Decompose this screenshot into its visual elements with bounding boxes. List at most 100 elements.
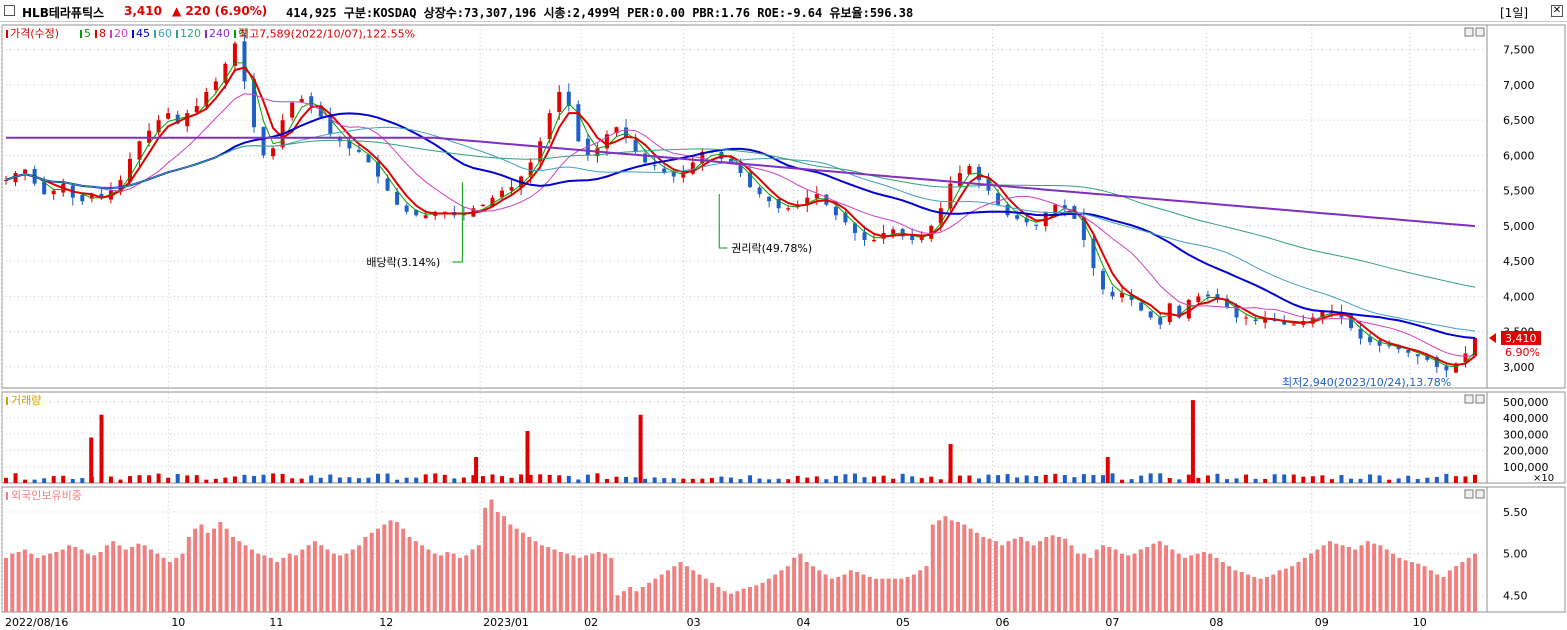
foreign-ratio-bar [1277,570,1282,612]
candle-body [1320,310,1325,318]
stock-name: HLB테라퓨틱스 [22,6,105,20]
volume-bar [538,474,543,483]
volume-bar [271,473,276,483]
volume-bar [89,437,94,483]
close-icon[interactable]: ✕ [1551,5,1563,17]
foreign-ratio-bar [1220,562,1225,612]
volume-bar [1473,474,1477,483]
legend-swatch [95,30,97,38]
volume-bar [852,473,857,483]
candle-body [767,196,772,202]
foreign-ratio-bar [92,555,97,612]
volume-bar [638,414,643,483]
foreign-ratio-bar [174,557,179,612]
x-tick-label: 08 [1209,616,1223,629]
foreign-ratio-bar [590,553,595,612]
foreign-ratio-bar [495,512,500,612]
foreign-ratio-bar [577,557,582,612]
volume-bar [900,473,905,483]
volume-bar [1081,474,1086,483]
candle-body [337,136,342,142]
foreign-ratio-bar [773,574,778,612]
foreign-ratio-bar [262,555,267,612]
pane-close-icon [1475,394,1485,404]
candle-body [490,197,495,207]
select-checkbox[interactable] [4,5,15,16]
volume-bar [404,477,409,483]
foreign-ratio-bar [804,562,809,612]
foreign-ratio-bar [1403,560,1408,612]
volume-bar [1434,476,1439,483]
foreign-ratio-bar [382,524,387,612]
foreign-ratio-bar [665,570,670,612]
foreign-ratio-bar [1346,547,1351,612]
volume-bar [1253,478,1258,483]
candle-body [604,134,609,149]
foreign-ratio-bar [331,553,336,612]
volume-bar [23,479,28,483]
foreign-ratio-bar [930,524,935,612]
candle-body [271,148,276,157]
candle-body [891,229,896,234]
candle-body [805,197,810,205]
volume-bar [474,457,479,483]
candle-body [1406,349,1411,353]
foreign-ratio-bar [199,524,204,612]
foreign-ratio-bar [1290,566,1295,612]
volume-bar [1348,478,1353,483]
candle-body [13,173,18,183]
foreign-ratio-bar [1069,545,1074,612]
volume-bar [4,477,8,483]
period-selector[interactable]: [1일] [1500,6,1529,20]
foreign-ratio-bar [571,555,576,612]
x-tick-label: 05 [896,616,910,629]
volume-bar [1100,475,1105,483]
legend-swatch [6,30,8,38]
candle-body [1091,238,1096,269]
foreign-ratio-bar [785,566,790,612]
foreign-ratio-bar [180,553,185,612]
ex-rights-marker [718,194,728,249]
volume-bar [1072,477,1077,483]
foreign-ratio-bar [54,552,59,612]
foreign-ratio-bar [48,553,53,612]
y-tick-label: 7,000 [1503,79,1535,92]
volume-bar [833,475,838,483]
foreign-ratio-bar [1176,553,1181,612]
foreign-ratio-bar [1460,562,1465,612]
foreign-ratio-bar [502,516,507,612]
volume-bar [1453,476,1458,483]
candle-body [356,149,361,152]
volume-bar [976,478,981,483]
legend-label: 120 [180,27,201,40]
foreign-ratio-bar [691,570,696,612]
stock-chart[interactable]: 7,500 7,000 6,500 6,000 5,500 5,000 4,500 4,000… [0,22,1567,630]
annotation-high: 최고7,589(2022/10/07),122.55% [239,27,415,40]
volume-bar [1158,473,1163,483]
candle-body [509,187,514,191]
foreign-ratio-bar [905,577,910,612]
volume-bar [1415,478,1420,483]
foreign-ratio-bar [212,528,217,612]
volume-bar [147,475,152,483]
candle-body [1463,353,1468,362]
candle-body [1339,312,1344,318]
volume-bar [280,473,285,483]
foreign-ratio-bar [1466,557,1471,612]
foreign-ratio-bar [205,532,210,612]
volume-bar [938,479,943,483]
legend-label: 20 [114,27,128,40]
volume-bar [1129,479,1134,483]
volume-bar [786,479,791,483]
foreign-ratio-bar [880,578,885,612]
foreign-ratio-bar [1246,574,1251,612]
y-tick-label: 6,000 [1503,149,1535,162]
volume-bar [414,477,419,483]
y-tick-label: 3,000 [1503,361,1535,374]
volume-bar [795,475,800,483]
y-tick-label: 4.50 [1503,589,1528,602]
foreign-ratio-bar [596,552,601,612]
volume-bar [996,475,1001,483]
candle-body [89,194,94,199]
volume-bar [1463,476,1468,483]
